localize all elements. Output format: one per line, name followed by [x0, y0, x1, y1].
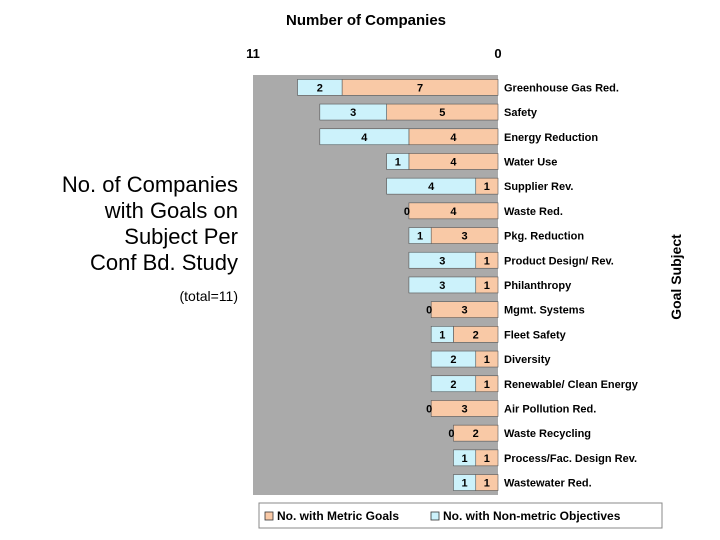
bar-nonmetric [430, 326, 454, 343]
category-label: Diversity [504, 354, 551, 366]
data-label-nonmetric: 0 [426, 305, 432, 317]
data-label-nonmetric: 2 [450, 379, 456, 391]
bar-nonmetric [386, 153, 410, 170]
bar-nonmetric [386, 177, 477, 195]
data-label-nonmetric: 3 [439, 255, 445, 267]
data-label-nonmetric: 3 [350, 107, 356, 119]
data-label-metric: 1 [484, 379, 490, 391]
legend: No. with Metric Goals No. with Non-metri… [258, 502, 663, 529]
category-label: Product Design/ Rev. [504, 255, 614, 267]
category-label: Waste Red. [504, 206, 563, 218]
bar-nonmetric [297, 79, 343, 96]
data-label-nonmetric: 2 [317, 82, 323, 94]
data-label-metric: 2 [473, 428, 479, 440]
data-label-nonmetric: 1 [417, 231, 423, 243]
category-label: Waste Recycling [504, 428, 591, 440]
data-label-nonmetric: 0 [404, 206, 410, 218]
data-label-metric: 1 [484, 354, 490, 366]
category-label: Water Use [504, 156, 557, 168]
data-label-nonmetric: 0 [426, 403, 432, 415]
data-label-nonmetric: 4 [361, 132, 368, 144]
data-label-metric: 3 [462, 231, 468, 243]
x-tick-right: 0 [494, 46, 501, 61]
bar-nonmetric [430, 375, 477, 393]
bar-metric [408, 202, 499, 220]
data-label-metric: 1 [484, 280, 490, 292]
bar-nonmetric [430, 350, 477, 368]
legend-swatch-metric [264, 511, 274, 521]
data-label-metric: 3 [462, 305, 468, 317]
bar-metric [430, 301, 499, 318]
data-label-nonmetric: 0 [448, 428, 454, 440]
category-label: Fleet Safety [504, 329, 567, 341]
category-labels: Greenhouse Gas Red. Safety Energy Reductio… [504, 82, 639, 489]
data-label-metric: 1 [484, 181, 490, 193]
data-label-metric: 4 [450, 132, 457, 144]
data-label-metric: 2 [473, 329, 479, 341]
data-label-metric: 1 [484, 478, 490, 490]
chart-title: Number of Companies [286, 12, 446, 29]
category-label: Safety [504, 107, 538, 119]
category-label: Wastewater Red. [504, 478, 592, 490]
bar-nonmetric [408, 227, 432, 244]
total-note: (total=11) [179, 288, 239, 304]
data-label-nonmetric: 2 [450, 354, 456, 366]
data-label-metric: 3 [462, 403, 468, 415]
data-label-nonmetric: 1 [462, 453, 468, 465]
data-label-nonmetric: 4 [428, 181, 435, 193]
data-label-metric: 4 [450, 206, 457, 218]
category-label: Philanthropy [504, 280, 572, 292]
category-label: Greenhouse Gas Red. [504, 82, 619, 94]
legend-label-nonmetric: No. with Non-metric Objectives [443, 509, 621, 523]
category-label: Air Pollution Red. [504, 403, 596, 415]
bar-nonmetric [319, 128, 410, 146]
bar-nonmetric [453, 449, 477, 467]
category-label: Process/Fac. Design Rev. [504, 453, 637, 465]
category-label: Supplier Rev. [504, 181, 573, 193]
bar-nonmetric [319, 103, 387, 121]
data-label-nonmetric: 1 [462, 478, 468, 490]
y-axis-title: Goal Subject [668, 234, 684, 320]
category-label: Pkg. Reduction [504, 231, 584, 243]
bar-nonmetric [408, 251, 477, 269]
category-label: Energy Reduction [504, 132, 598, 144]
data-label-metric: 7 [417, 82, 423, 94]
bar-metric [430, 400, 499, 417]
legend-frame [258, 502, 663, 529]
data-label-nonmetric: 1 [439, 329, 445, 341]
data-label-nonmetric: 3 [439, 280, 445, 292]
x-tick-left: 11 [246, 46, 260, 61]
data-label-metric: 5 [439, 107, 445, 119]
bar-nonmetric [453, 474, 477, 491]
data-label-metric: 1 [484, 453, 490, 465]
data-label-metric: 4 [450, 156, 457, 168]
legend-label-metric: No. with Metric Goals [277, 509, 399, 523]
legend-swatch-nonmetric [430, 511, 440, 521]
slide-title: No. of Companies with Goals on Subject P… [61, 172, 238, 275]
category-label: Renewable/ Clean Energy [504, 379, 639, 391]
category-label: Mgmt. Systems [504, 305, 585, 317]
bar-nonmetric [408, 276, 477, 294]
data-label-nonmetric: 1 [395, 156, 401, 168]
data-label-metric: 1 [484, 255, 490, 267]
bar-metric [453, 424, 499, 442]
